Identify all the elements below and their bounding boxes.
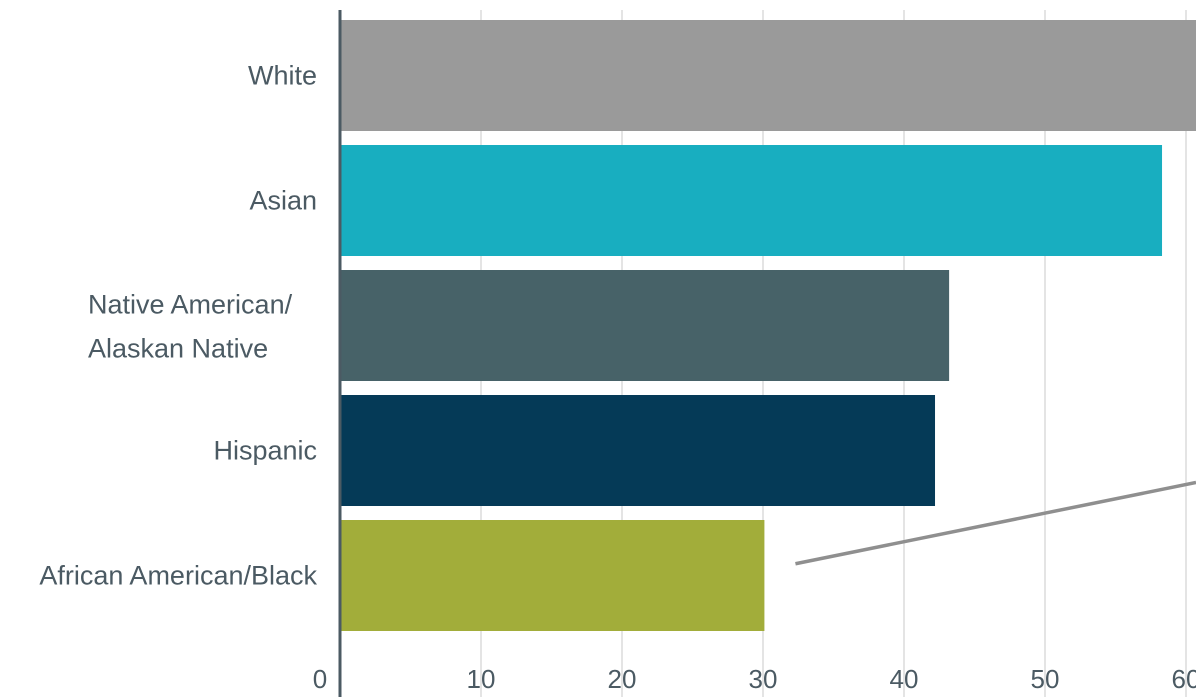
- bar-asian: [340, 145, 1163, 256]
- category-label-2: Native American/Alaskan Native: [88, 290, 293, 364]
- category-label-4: African American/Black: [39, 561, 317, 591]
- bar-native-american-alaskan-native: [340, 270, 950, 381]
- x-tick-20: 20: [608, 664, 637, 694]
- x-tick-60: 60: [1172, 664, 1196, 694]
- category-labels: White Asian Native American/Alaskan Native…: [39, 61, 317, 591]
- x-tick-40: 40: [890, 664, 919, 694]
- annotation-line: [795, 480, 1196, 566]
- annotation: [795, 480, 1196, 566]
- bar-hispanic: [340, 395, 936, 506]
- category-label-0: White: [248, 61, 317, 91]
- x-tick-0: 0: [313, 664, 327, 694]
- category-label-3: Hispanic: [213, 436, 317, 466]
- x-tick-labels: 0 10 20 30 40 50 60: [313, 664, 1196, 694]
- x-tick-10: 10: [467, 664, 496, 694]
- category-label-1: Asian: [249, 186, 317, 216]
- bar-african-american-black: [340, 520, 765, 631]
- bars: [340, 20, 1196, 631]
- bar-white: [340, 20, 1196, 131]
- x-tick-50: 50: [1031, 664, 1060, 694]
- x-tick-30: 30: [749, 664, 778, 694]
